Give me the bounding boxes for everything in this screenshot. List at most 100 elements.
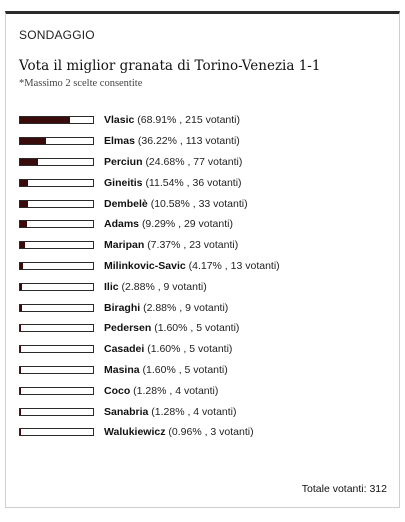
poll-option-stats: (1.60% , 5 votanti) bbox=[147, 343, 233, 356]
poll-option[interactable]: Biraghi (2.88% , 9 votanti) bbox=[19, 297, 394, 318]
poll-option-name: Masina bbox=[104, 363, 140, 376]
poll-option[interactable]: Vlasic (68.91% , 215 votanti) bbox=[19, 110, 394, 131]
poll-option-stats: (1.60% , 5 votanti) bbox=[142, 363, 228, 376]
poll-option-text: Dembelè (10.58% , 33 votanti) bbox=[104, 198, 248, 210]
poll-option-stats: (24.68% , 77 votanti) bbox=[145, 155, 243, 168]
poll-option[interactable]: Perciun (24.68% , 77 votanti) bbox=[19, 152, 394, 173]
poll-option[interactable]: Dembelè (10.58% , 33 votanti) bbox=[19, 193, 394, 214]
poll-option-stats: (1.60% , 5 votanti) bbox=[154, 322, 240, 335]
result-bar bbox=[19, 386, 94, 395]
poll-note: *Massimo 2 scelte consentite bbox=[19, 78, 143, 89]
result-bar bbox=[19, 282, 94, 291]
result-bar-fill bbox=[20, 221, 27, 228]
result-bar-fill bbox=[20, 325, 22, 332]
result-bar-fill bbox=[20, 304, 23, 311]
poll-option-text: Adams (9.29% , 29 votanti) bbox=[104, 218, 233, 230]
poll-option[interactable]: Walukiewicz (0.96% , 3 votanti) bbox=[19, 422, 394, 443]
result-bar-fill bbox=[20, 117, 71, 124]
result-bar bbox=[19, 407, 94, 416]
poll-option-name: Casadei bbox=[104, 343, 145, 356]
poll-option-text: Casadei (1.60% , 5 votanti) bbox=[104, 343, 232, 355]
section-label: SONDAGGIO bbox=[19, 28, 95, 42]
poll-option-text: Coco (1.28% , 4 votanti) bbox=[104, 385, 218, 397]
poll-option-stats: (10.58% , 33 votanti) bbox=[150, 197, 248, 210]
poll-option-name: Biraghi bbox=[104, 301, 141, 314]
result-bar-fill bbox=[20, 179, 29, 186]
poll-option[interactable]: Coco (1.28% , 4 votanti) bbox=[19, 380, 394, 401]
poll-option-name: Ilic bbox=[104, 280, 119, 293]
result-bar-fill bbox=[20, 366, 22, 373]
result-bar bbox=[19, 303, 94, 312]
poll-option-stats: (36.22% , 113 votanti) bbox=[137, 135, 240, 148]
poll-option-stats: (2.88% , 9 votanti) bbox=[121, 280, 207, 293]
result-bar bbox=[19, 241, 94, 250]
poll-option-stats: (2.88% , 9 votanti) bbox=[143, 301, 229, 314]
poll-option-text: Walukiewicz (0.96% , 3 votanti) bbox=[104, 426, 254, 438]
poll-option-name: Gineitis bbox=[104, 176, 143, 189]
poll-option-text: Milinkovic-Savic (4.17% , 13 votanti) bbox=[104, 260, 280, 272]
poll-option-name: Vlasic bbox=[104, 114, 135, 127]
result-bar bbox=[19, 116, 94, 125]
poll-option[interactable]: Pedersen (1.60% , 5 votanti) bbox=[19, 318, 394, 339]
poll-option-name: Perciun bbox=[104, 155, 143, 168]
result-bar-fill bbox=[20, 242, 26, 249]
poll-options-list: Vlasic (68.91% , 215 votanti) Elmas (36.2… bbox=[19, 110, 394, 443]
poll-option-text: Gineitis (11.54% , 36 votanti) bbox=[104, 177, 242, 189]
poll-option-stats: (7.37% , 23 votanti) bbox=[147, 239, 239, 252]
poll-option[interactable]: Milinkovic-Savic (4.17% , 13 votanti) bbox=[19, 256, 394, 277]
poll-option-text: Masina (1.60% , 5 votanti) bbox=[104, 364, 228, 376]
poll-option[interactable]: Casadei (1.60% , 5 votanti) bbox=[19, 339, 394, 360]
result-bar-fill bbox=[20, 138, 47, 145]
result-bar-fill bbox=[20, 200, 28, 207]
poll-option-text: Elmas (36.22% , 113 votanti) bbox=[104, 135, 240, 147]
poll-option[interactable]: Maripan (7.37% , 23 votanti) bbox=[19, 235, 394, 256]
poll-option-text: Perciun (24.68% , 77 votanti) bbox=[104, 156, 242, 168]
poll-option-stats: (1.28% , 4 votanti) bbox=[133, 384, 219, 397]
poll-option[interactable]: Elmas (36.22% , 113 votanti) bbox=[19, 131, 394, 152]
result-bar-fill bbox=[20, 429, 21, 436]
result-bar-fill bbox=[20, 283, 23, 290]
result-bar bbox=[19, 220, 94, 229]
result-bar bbox=[19, 428, 94, 437]
poll-option-name: Walukiewicz bbox=[104, 426, 166, 439]
poll-option-stats: (11.54% , 36 votanti) bbox=[145, 176, 242, 189]
poll-question: Vota il miglior granata di Torino-Venezi… bbox=[19, 58, 321, 74]
poll-option-name: Sanabria bbox=[104, 405, 149, 418]
poll-option-stats: (68.91% , 215 votanti) bbox=[137, 114, 241, 127]
result-bar bbox=[19, 178, 94, 187]
poll-option-text: Pedersen (1.60% , 5 votanti) bbox=[104, 322, 239, 334]
poll-option-stats: (4.17% , 13 votanti) bbox=[188, 259, 280, 272]
poll-card: SONDAGGIO Vota il miglior granata di Tor… bbox=[5, 11, 400, 508]
poll-option-text: Biraghi (2.88% , 9 votanti) bbox=[104, 302, 228, 314]
poll-option[interactable]: Ilic (2.88% , 9 votanti) bbox=[19, 276, 394, 297]
poll-option-text: Ilic (2.88% , 9 votanti) bbox=[104, 281, 207, 293]
poll-option-text: Maripan (7.37% , 23 votanti) bbox=[104, 239, 238, 251]
poll-option-stats: (1.28% , 4 votanti) bbox=[151, 405, 237, 418]
result-bar bbox=[19, 199, 94, 208]
poll-option-stats: (9.29% , 29 votanti) bbox=[141, 218, 233, 231]
result-bar bbox=[19, 157, 94, 166]
poll-option[interactable]: Gineitis (11.54% , 36 votanti) bbox=[19, 172, 394, 193]
poll-option-name: Maripan bbox=[104, 239, 145, 252]
poll-option-text: Vlasic (68.91% , 215 votanti) bbox=[104, 114, 240, 126]
poll-option-name: Elmas bbox=[104, 135, 135, 148]
result-bar bbox=[19, 137, 94, 146]
result-bar bbox=[19, 345, 94, 354]
result-bar-fill bbox=[20, 262, 24, 269]
result-bar-fill bbox=[20, 387, 21, 394]
poll-option[interactable]: Masina (1.60% , 5 votanti) bbox=[19, 360, 394, 381]
result-bar-fill bbox=[20, 346, 22, 353]
total-voters: Totale votanti: 312 bbox=[301, 483, 387, 495]
poll-option-stats: (0.96% , 3 votanti) bbox=[168, 426, 254, 439]
poll-option-name: Dembelè bbox=[104, 197, 148, 210]
result-bar bbox=[19, 261, 94, 270]
poll-option[interactable]: Adams (9.29% , 29 votanti) bbox=[19, 214, 394, 235]
poll-option-name: Coco bbox=[104, 384, 131, 397]
result-bar bbox=[19, 324, 94, 333]
poll-option[interactable]: Sanabria (1.28% , 4 votanti) bbox=[19, 401, 394, 422]
result-bar-fill bbox=[20, 408, 21, 415]
poll-option-text: Sanabria (1.28% , 4 votanti) bbox=[104, 406, 237, 418]
result-bar-fill bbox=[20, 158, 39, 165]
poll-option-name: Pedersen bbox=[104, 322, 152, 335]
poll-option-name: Milinkovic-Savic bbox=[104, 259, 186, 272]
